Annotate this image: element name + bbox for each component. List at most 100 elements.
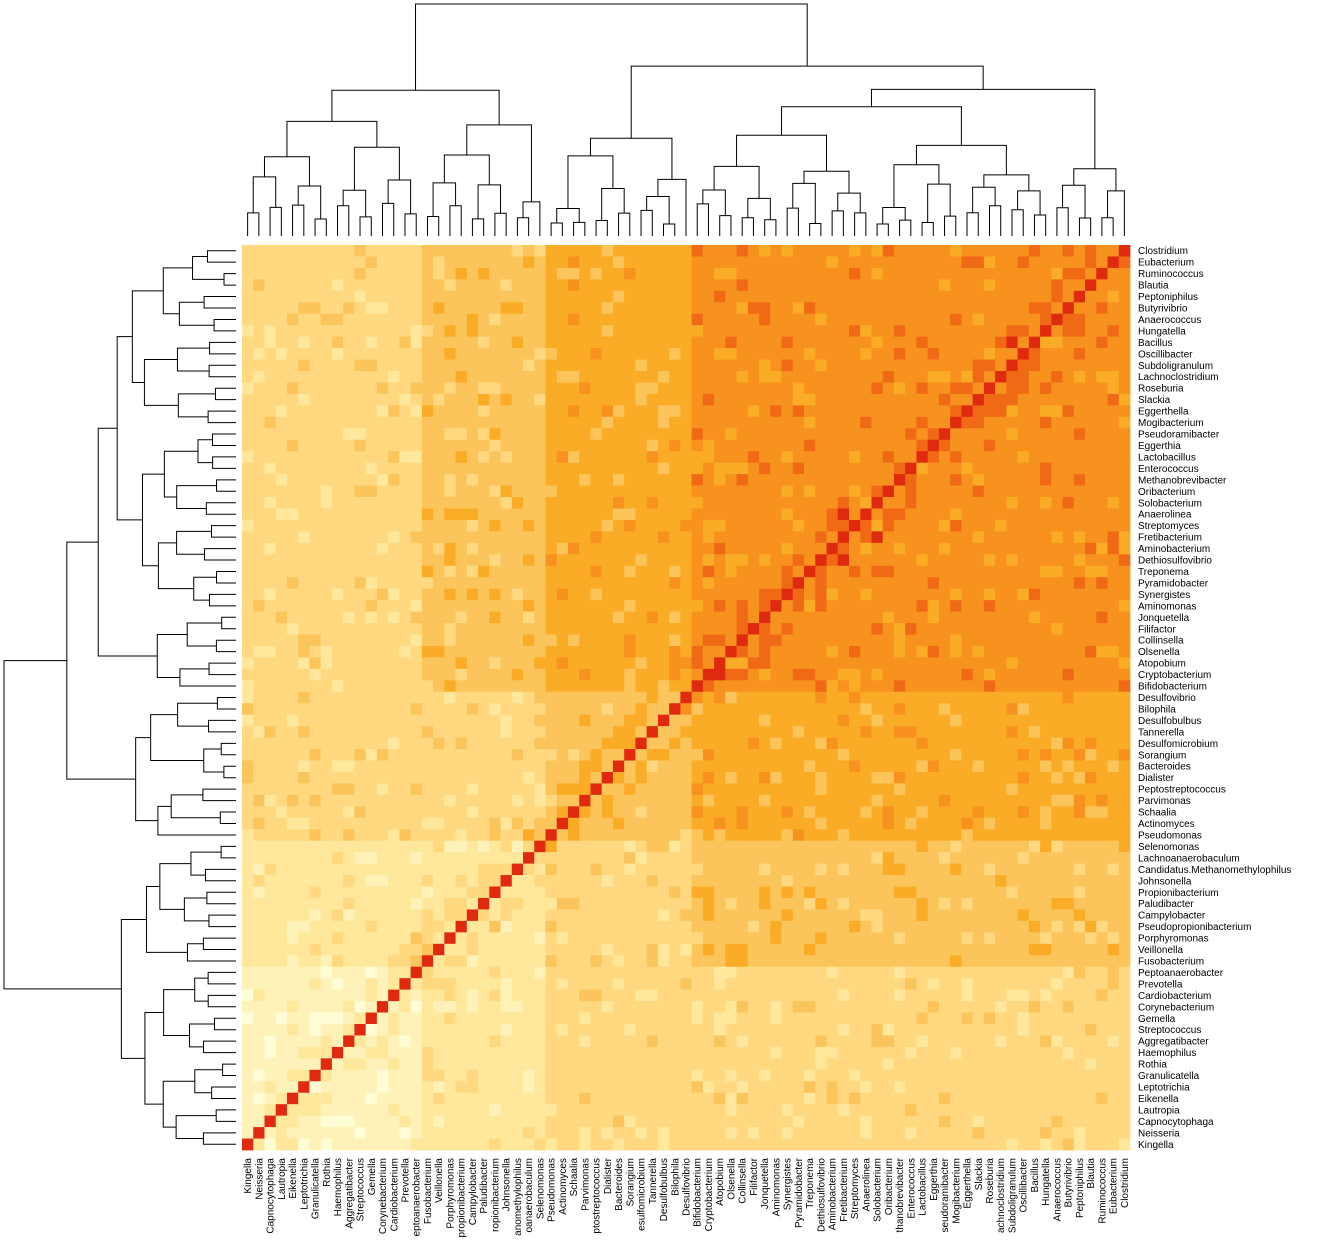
heatmap-cell <box>354 943 367 956</box>
heatmap-cell <box>669 267 681 280</box>
heatmap-cell <box>567 920 580 933</box>
heatmap-cell <box>534 542 546 555</box>
heatmap-cell <box>893 279 906 292</box>
heatmap-cell <box>860 302 872 315</box>
heatmap-cell <box>871 863 884 876</box>
heatmap-cell <box>837 600 850 612</box>
heatmap-cell <box>1040 336 1052 349</box>
heatmap-cell <box>433 886 445 899</box>
heatmap-cell <box>1040 806 1052 819</box>
heatmap-cell <box>590 531 603 544</box>
row-dendrogram-branch <box>194 977 209 1002</box>
heatmap-cell <box>433 657 445 670</box>
heatmap-cell <box>1073 920 1086 933</box>
heatmap-cell <box>680 714 693 727</box>
heatmap-cell <box>556 829 569 842</box>
heatmap-cell <box>320 439 333 452</box>
heatmap-cell <box>298 554 310 567</box>
heatmap-cell <box>343 279 355 292</box>
heatmap-cell <box>983 508 996 521</box>
heatmap-cell <box>871 875 884 887</box>
heatmap-cell <box>320 714 333 727</box>
heatmap-cell <box>635 393 648 406</box>
heatmap-cell <box>680 313 693 326</box>
heatmap-cell <box>1051 256 1063 269</box>
heatmap-cell <box>747 382 760 395</box>
heatmap-cell <box>826 852 839 865</box>
heatmap-cell <box>489 531 501 544</box>
heatmap-cell <box>961 439 974 452</box>
heatmap-cell <box>242 852 254 865</box>
heatmap-cell <box>298 840 310 853</box>
heatmap-cell <box>826 840 839 853</box>
heatmap-cell <box>1028 405 1041 418</box>
heatmap-cell <box>421 829 434 842</box>
heatmap-cell <box>1051 279 1063 292</box>
heatmap-cell <box>815 806 827 819</box>
heatmap-cell <box>972 611 985 624</box>
heatmap-cell <box>1028 749 1041 761</box>
heatmap-cell <box>905 645 917 658</box>
heatmap-cell <box>523 737 535 750</box>
heatmap-cell <box>489 623 501 635</box>
heatmap-cell <box>466 565 479 578</box>
heatmap-cell <box>1017 588 1030 601</box>
row-dendrogram-branch <box>212 433 236 446</box>
heatmap-cell <box>410 382 423 395</box>
heatmap-cell <box>579 886 591 899</box>
heatmap-cell <box>556 256 569 269</box>
heatmap-cell <box>354 737 367 750</box>
heatmap-cell <box>376 393 389 406</box>
heatmap-cell <box>815 863 827 876</box>
heatmap-cell <box>905 657 917 670</box>
heatmap-cell <box>590 875 603 887</box>
heatmap-cell <box>1085 428 1097 441</box>
heatmap-cell <box>433 817 445 830</box>
heatmap-cell <box>1040 462 1052 475</box>
heatmap-cell <box>545 909 558 922</box>
heatmap-cell <box>545 875 558 887</box>
heatmap-cell <box>635 703 648 716</box>
heatmap-cell <box>905 840 917 853</box>
heatmap-cell <box>253 336 265 349</box>
heatmap-cell <box>1118 714 1131 727</box>
heatmap-cell <box>534 737 546 750</box>
heatmap-cell <box>680 771 693 784</box>
heatmap-cell <box>1051 382 1063 395</box>
heatmap-cell <box>747 691 760 704</box>
heatmap-cell <box>1096 474 1108 486</box>
heatmap-cell <box>1017 737 1030 750</box>
heatmap-cell <box>815 313 827 326</box>
heatmap-cell <box>759 783 771 796</box>
heatmap-cell <box>331 749 344 761</box>
heatmap-cell <box>950 897 962 910</box>
heatmap-cell <box>331 852 344 865</box>
heatmap-cell <box>253 737 265 750</box>
row-dendrogram-branch <box>97 427 158 657</box>
heatmap-cell <box>635 428 648 441</box>
heatmap-cell <box>433 840 445 853</box>
heatmap-cell <box>579 897 591 910</box>
heatmap-cell <box>500 267 513 280</box>
heatmap-cell <box>478 840 490 853</box>
heatmap-cell <box>343 416 355 429</box>
heatmap-cell <box>927 680 940 693</box>
heatmap-cell <box>320 794 333 807</box>
heatmap-cell <box>1118 634 1131 647</box>
heatmap-cell <box>657 875 670 887</box>
heatmap-cell <box>770 634 782 647</box>
heatmap-cell <box>365 393 378 406</box>
heatmap-cell <box>590 245 603 257</box>
heatmap-cell <box>871 325 884 338</box>
heatmap-cell <box>635 783 648 796</box>
heatmap-cell <box>747 840 760 853</box>
heatmap-cell <box>759 920 771 933</box>
heatmap-cell <box>523 703 535 716</box>
heatmap-cell <box>736 623 749 635</box>
heatmap-cell <box>657 336 670 349</box>
heatmap-cell <box>331 897 344 910</box>
heatmap-cell <box>466 680 479 693</box>
heatmap-cell <box>421 302 434 315</box>
heatmap-cell <box>1107 256 1120 269</box>
heatmap-cell <box>343 348 355 360</box>
